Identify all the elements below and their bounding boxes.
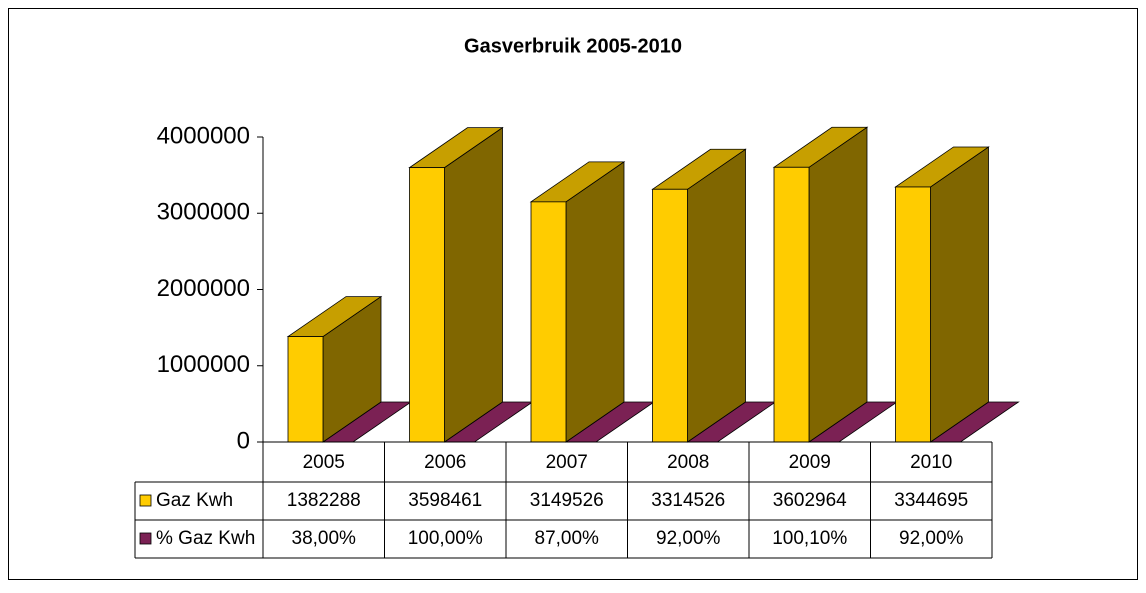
- legend-label: Gaz Kwh: [156, 490, 233, 511]
- y-tick-label: 4000000: [157, 122, 250, 149]
- legend-label: % Gaz Kwh: [156, 528, 255, 549]
- bar: [409, 167, 445, 443]
- x-tick-label: 2006: [424, 452, 466, 473]
- table-value: 100,00%: [408, 528, 483, 549]
- table-value: 100,10%: [772, 528, 847, 549]
- y-tick-label: 1000000: [157, 351, 250, 378]
- y-tick-label: 0: [237, 427, 250, 454]
- table-value: 3598461: [408, 490, 482, 511]
- bar: [530, 201, 567, 443]
- x-tick-label: 2007: [546, 452, 588, 473]
- x-tick-label: 2005: [303, 452, 345, 473]
- bar: [895, 186, 931, 443]
- table-value: 92,00%: [656, 528, 721, 549]
- bar: [287, 336, 324, 443]
- table-value: 92,00%: [899, 528, 964, 549]
- table-value: 3314526: [651, 490, 725, 511]
- chart-title: Gasverbruik 2005-2010: [464, 35, 682, 57]
- legend-swatch: [139, 494, 152, 507]
- table-value: 1382288: [287, 490, 361, 511]
- bar-side: [808, 126, 868, 443]
- x-tick-label: 2009: [789, 452, 831, 473]
- x-tick-label: 2008: [667, 452, 709, 473]
- table-value: 3602964: [773, 490, 847, 511]
- table-value: 3344695: [894, 490, 968, 511]
- table-value: 87,00%: [535, 528, 600, 549]
- bar-side: [444, 126, 503, 443]
- y-tick-label: 3000000: [157, 199, 250, 226]
- legend-swatch: [139, 532, 152, 545]
- y-tick-label: 2000000: [157, 275, 250, 302]
- bar-side: [687, 148, 746, 443]
- bar: [652, 188, 688, 443]
- x-tick-label: 2010: [910, 452, 952, 473]
- bar-side: [565, 161, 625, 443]
- bar-side: [930, 146, 989, 443]
- bar: [773, 166, 810, 443]
- table-value: 3149526: [530, 490, 604, 511]
- table-value: 38,00%: [292, 528, 357, 549]
